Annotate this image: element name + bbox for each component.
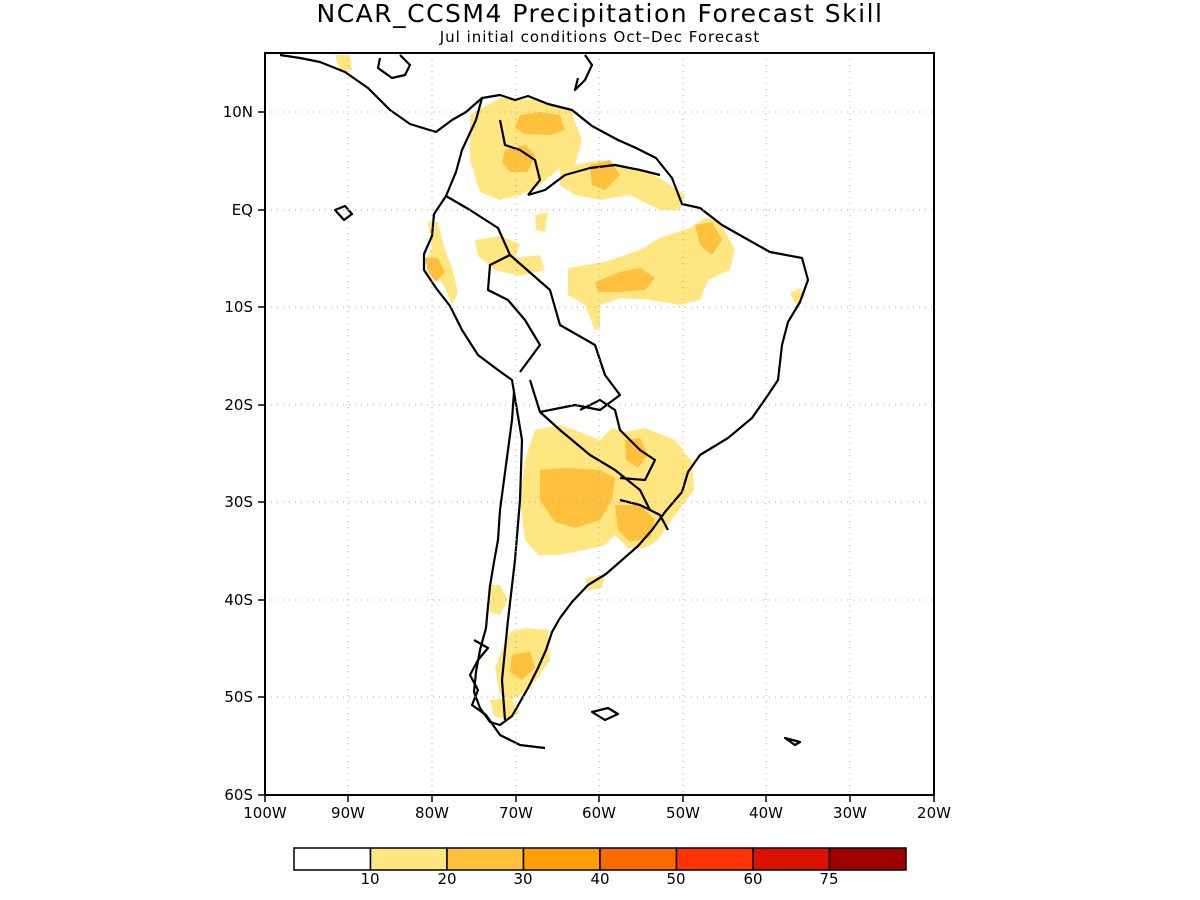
lon-label-60w: 60W xyxy=(582,804,616,822)
skill-core-amapa xyxy=(695,222,722,255)
colorbar-swatch xyxy=(828,847,907,871)
skill-core-uruguay xyxy=(615,505,655,542)
island-falklands xyxy=(590,706,620,722)
lon-label-90w: 90W xyxy=(331,804,365,822)
map-title: NCAR_CCSM4 Precipitation Forecast Skill xyxy=(316,0,884,28)
border-argentina-east xyxy=(539,411,651,511)
lat-label-60s: 60S xyxy=(224,786,253,804)
coastline-yucatan xyxy=(376,54,412,80)
skill-core-amazon xyxy=(595,268,655,292)
border-argentina-chile xyxy=(500,391,524,721)
skill-region-peru xyxy=(424,222,458,305)
colorbar-label-20: 20 xyxy=(437,870,457,888)
colorbar-label-75: 75 xyxy=(819,870,839,888)
colorbar-label-30: 30 xyxy=(513,870,533,888)
lon-label-80w: 80W xyxy=(415,804,449,822)
colorbar-swatch xyxy=(446,847,525,871)
border-paraguay xyxy=(579,398,657,482)
colorbar-swatch xyxy=(675,847,754,871)
lon-label-30w: 30W xyxy=(833,804,867,822)
border-brazil-north xyxy=(527,163,661,197)
colorbar-swatch xyxy=(599,847,678,871)
coastline-central-america xyxy=(279,53,483,134)
colorbar-swatch xyxy=(522,847,601,871)
island-galapagos xyxy=(333,204,354,222)
skill-region-brazil-east xyxy=(790,288,805,305)
skill-region-ecuador-coast xyxy=(535,212,548,232)
map-subtitle: Jul initial conditions Oct–Dec Forecast xyxy=(439,28,761,46)
colorbar-label-50: 50 xyxy=(666,870,686,888)
lat-label-10s: 10S xyxy=(224,298,253,316)
lon-label-20w: 20W xyxy=(917,804,951,822)
lat-label-eq: EQ xyxy=(231,201,253,219)
skill-region-chile-south xyxy=(488,585,508,615)
colorbar-swatch xyxy=(293,847,372,871)
island-south-georgia xyxy=(783,736,802,747)
map-frame xyxy=(264,52,935,796)
lat-label-30s: 30S xyxy=(224,493,253,511)
island-trinidad xyxy=(573,54,594,92)
border-uruguay xyxy=(619,498,669,531)
lon-label-100w: 100W xyxy=(243,804,287,822)
skill-core-parana xyxy=(625,438,648,468)
lat-label-20s: 20S xyxy=(224,396,253,414)
skill-core-peru xyxy=(425,258,445,282)
border-bolivia xyxy=(509,254,622,414)
colorbar-label-40: 40 xyxy=(590,870,610,888)
colorbar-label-60: 60 xyxy=(743,870,763,888)
coastline-south-america xyxy=(422,93,810,727)
lon-label-50w: 50W xyxy=(666,804,700,822)
lat-label-50s: 50S xyxy=(224,688,253,706)
skill-core-venezuela xyxy=(515,112,565,135)
skill-region-amazon-east xyxy=(568,218,735,330)
lat-label-40s: 40S xyxy=(224,591,253,609)
border-venezuela-colombia xyxy=(498,119,542,196)
colorbar-swatch xyxy=(752,847,831,871)
colorbar-label-10: 10 xyxy=(360,870,380,888)
colorbar-swatch xyxy=(369,847,448,871)
lon-label-40w: 40W xyxy=(749,804,783,822)
lat-label-10n: 10N xyxy=(222,103,253,121)
border-peru xyxy=(445,195,542,373)
skill-core-argentina xyxy=(540,468,615,528)
lon-label-70w: 70W xyxy=(499,804,533,822)
colorbar xyxy=(293,847,907,871)
skill-core-colombia xyxy=(502,145,535,172)
